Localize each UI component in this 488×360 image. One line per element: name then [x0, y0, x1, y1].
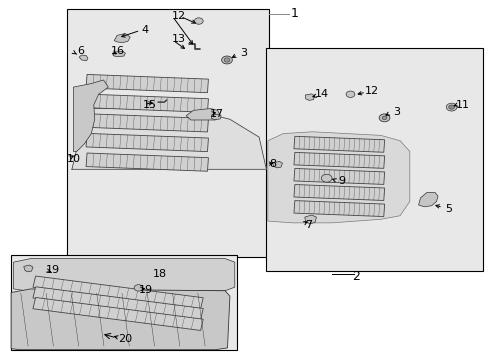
Polygon shape [186, 109, 220, 120]
Circle shape [346, 91, 354, 98]
Text: 10: 10 [66, 154, 80, 163]
Bar [293, 201, 384, 217]
Polygon shape [113, 51, 125, 57]
Text: 19: 19 [139, 285, 153, 295]
Text: 12: 12 [364, 86, 378, 96]
Bar [11, 255, 237, 350]
Text: 4: 4 [141, 25, 148, 35]
Bar [293, 136, 384, 152]
Text: 20: 20 [118, 334, 132, 344]
Circle shape [448, 105, 454, 109]
Text: 3: 3 [392, 107, 399, 117]
Circle shape [134, 285, 142, 291]
Circle shape [224, 58, 229, 62]
Polygon shape [114, 33, 130, 42]
Polygon shape [267, 132, 409, 223]
Polygon shape [73, 80, 108, 152]
Text: 15: 15 [142, 100, 156, 110]
Polygon shape [14, 258, 234, 291]
Text: 1: 1 [290, 8, 298, 21]
Circle shape [194, 18, 203, 24]
Circle shape [381, 116, 386, 120]
Bar [293, 185, 384, 201]
Bar [33, 276, 203, 309]
Text: 5: 5 [444, 203, 451, 213]
Text: 14: 14 [315, 89, 329, 99]
Polygon shape [72, 109, 266, 169]
Text: 18: 18 [152, 269, 166, 279]
Text: 2: 2 [352, 270, 360, 283]
Text: 9: 9 [338, 176, 345, 186]
Polygon shape [272, 161, 282, 168]
Bar [86, 153, 208, 171]
Text: 11: 11 [455, 100, 469, 110]
Text: 19: 19 [45, 265, 60, 275]
Polygon shape [305, 94, 314, 100]
Circle shape [321, 174, 331, 182]
Polygon shape [304, 215, 316, 224]
Circle shape [378, 114, 389, 122]
Bar [86, 114, 208, 132]
Bar [33, 297, 203, 330]
Polygon shape [79, 55, 88, 61]
Circle shape [221, 56, 232, 64]
Text: 3: 3 [240, 48, 246, 58]
Text: 16: 16 [111, 46, 125, 56]
Bar [86, 133, 208, 152]
Bar [67, 9, 268, 257]
Polygon shape [24, 265, 33, 272]
Bar [86, 75, 208, 93]
Text: 13: 13 [171, 34, 185, 44]
Bar [293, 152, 384, 168]
Bar [33, 287, 203, 320]
Bar [86, 94, 208, 112]
Text: 17: 17 [209, 109, 224, 119]
Polygon shape [211, 114, 221, 120]
Circle shape [446, 103, 456, 111]
Text: 12: 12 [171, 11, 185, 21]
Polygon shape [11, 289, 229, 350]
Bar [266, 48, 482, 271]
Text: 7: 7 [305, 220, 312, 230]
Text: 6: 6 [77, 46, 84, 57]
Text: 8: 8 [268, 159, 276, 169]
Polygon shape [418, 193, 437, 207]
Bar [293, 168, 384, 184]
